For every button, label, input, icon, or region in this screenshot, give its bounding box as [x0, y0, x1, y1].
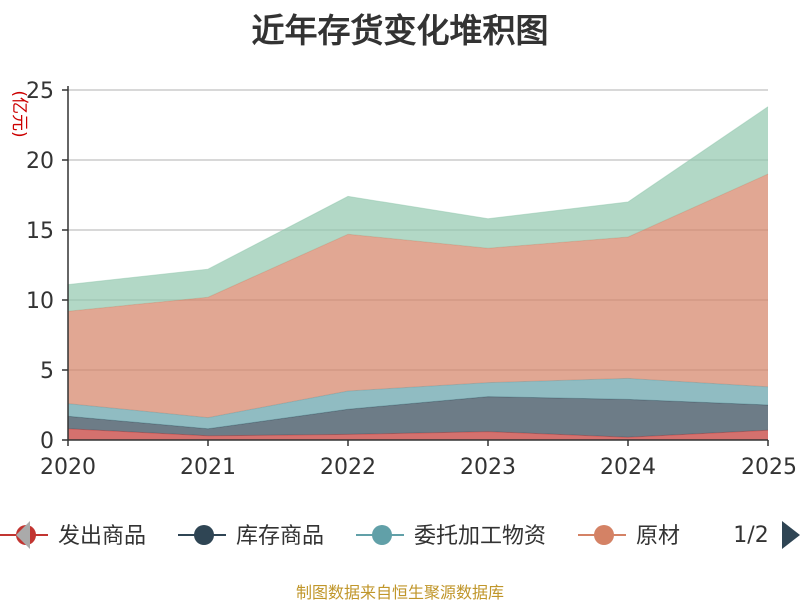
legend-item[interactable]: 原材 — [578, 524, 680, 549]
y-tick-label: 10 — [26, 289, 54, 314]
area-3 — [68, 378, 768, 429]
area-2 — [68, 396, 768, 438]
legend-items: 发出商品 库存商品 委托加工物资 原材 — [0, 524, 680, 549]
legend-circle-marker — [372, 525, 392, 545]
data-source-note: 制图数据来自恒生聚源数据库 — [295, 583, 504, 602]
legend-pager: 1/2 — [16, 521, 800, 549]
legend-circle-marker — [594, 525, 614, 545]
legend-label: 原材 — [636, 524, 680, 549]
area-edge-5 — [67, 106, 769, 286]
area-5 — [68, 106, 768, 312]
y-tick-label: 0 — [40, 429, 54, 454]
x-tick-label: 2023 — [460, 455, 516, 480]
legend-circle-marker — [194, 525, 214, 545]
x-tick-label: 2022 — [320, 455, 376, 480]
area-series-layer — [67, 106, 769, 440]
y-tick-label: 5 — [40, 359, 54, 384]
legend-label: 库存商品 — [236, 524, 324, 549]
chart-title: 近年存货变化堆积图 — [251, 11, 549, 50]
area-4 — [68, 174, 768, 418]
y-tick-label: 25 — [26, 79, 54, 104]
y-tick-label: 20 — [26, 149, 54, 174]
legend[interactable]: 发出商品 库存商品 委托加工物资 原材 — [0, 524, 680, 549]
x-tick-label: 2021 — [180, 455, 236, 480]
y-tick-label: 15 — [26, 219, 54, 244]
y-axis-unit-label: (亿元) — [9, 90, 29, 137]
x-tick-label: 2020 — [40, 455, 96, 480]
legend-item[interactable]: 库存商品 — [178, 524, 324, 549]
x-tick-label: 2024 — [600, 455, 656, 480]
legend-label: 委托加工物资 — [414, 524, 546, 549]
legend-prev-icon[interactable] — [16, 521, 30, 549]
legend-item[interactable]: 委托加工物资 — [356, 524, 546, 549]
x-tick-label: 2025 — [741, 455, 797, 480]
legend-label: 发出商品 — [58, 524, 146, 549]
area-1 — [68, 428, 768, 440]
legend-page-indicator: 1/2 — [733, 523, 768, 548]
legend-next-icon[interactable] — [782, 521, 800, 549]
